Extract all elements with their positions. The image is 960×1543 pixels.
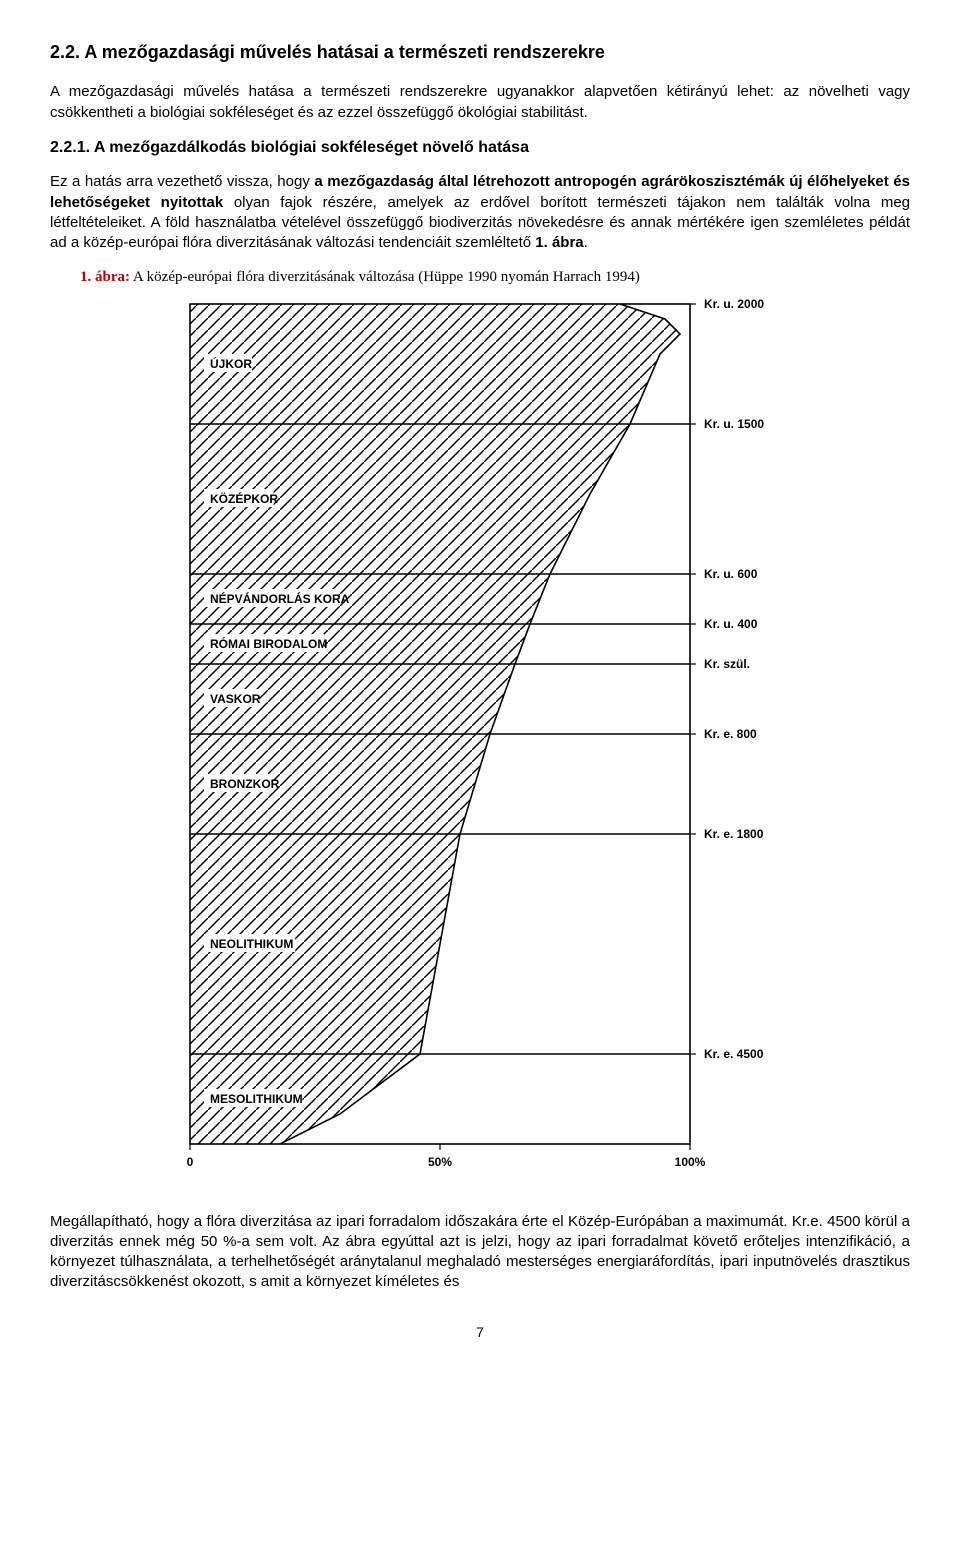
diversity-timeline-chart: ÚJKOR KÖZÉPKOR NÉPVÁNDORLÁS KORA RÓMAI BIRO… (160, 294, 800, 1194)
figure-reference: 1. ábra (535, 234, 583, 251)
section-heading: 2.2. A mezőgazdasági művelés hatásai a t… (50, 40, 910, 64)
svg-text:Kr. u. 600: Kr. u. 600 (704, 567, 758, 581)
conclusion-paragraph: Megállapítható, hogy a flóra diverzitása… (50, 1212, 910, 1293)
body-paragraph: Ez a hatás arra vezethető vissza, hogy a… (50, 172, 910, 253)
svg-text:Kr. e. 4500: Kr. e. 4500 (704, 1047, 764, 1061)
intro-paragraph: A mezőgazdasági művelés hatása a termész… (50, 82, 910, 123)
svg-text:KÖZÉPKOR: KÖZÉPKOR (210, 491, 278, 506)
page-number: 7 (50, 1323, 910, 1342)
svg-text:NEOLITHIKUM: NEOLITHIKUM (210, 937, 293, 951)
body-lead: Ez a hatás arra vezethető vissza, hogy (50, 173, 314, 190)
body-end: . (584, 234, 588, 251)
figure-number: 1. ábra: (80, 269, 130, 285)
svg-text:RÓMAI BIRODALOM: RÓMAI BIRODALOM (210, 636, 327, 651)
svg-text:0: 0 (187, 1155, 194, 1169)
svg-text:NÉPVÁNDORLÁS KORA: NÉPVÁNDORLÁS KORA (210, 591, 350, 606)
svg-text:Kr. e. 800: Kr. e. 800 (704, 727, 757, 741)
svg-text:Kr. u. 2000: Kr. u. 2000 (704, 297, 764, 311)
svg-text:MESOLITHIKUM: MESOLITHIKUM (210, 1092, 303, 1106)
figure-caption: 1. ábra: A közép-európai flóra diverzitá… (80, 267, 910, 287)
svg-text:50%: 50% (428, 1155, 452, 1169)
svg-text:VASKOR: VASKOR (210, 692, 261, 706)
svg-text:Kr. e. 1800: Kr. e. 1800 (704, 827, 764, 841)
subsection-heading: 2.2.1. A mezőgazdálkodás biológiai sokfé… (50, 137, 910, 159)
svg-text:ÚJKOR: ÚJKOR (210, 356, 252, 371)
svg-text:Kr. szül.: Kr. szül. (704, 657, 750, 671)
figure-caption-text: A közép-európai flóra diverzitásának vál… (130, 269, 640, 285)
svg-text:BRONZKOR: BRONZKOR (210, 777, 280, 791)
svg-text:Kr. u. 1500: Kr. u. 1500 (704, 417, 764, 431)
svg-text:Kr. u. 400: Kr. u. 400 (704, 617, 758, 631)
svg-text:100%: 100% (675, 1155, 706, 1169)
chart-svg: ÚJKOR KÖZÉPKOR NÉPVÁNDORLÁS KORA RÓMAI BIRO… (160, 294, 800, 1194)
